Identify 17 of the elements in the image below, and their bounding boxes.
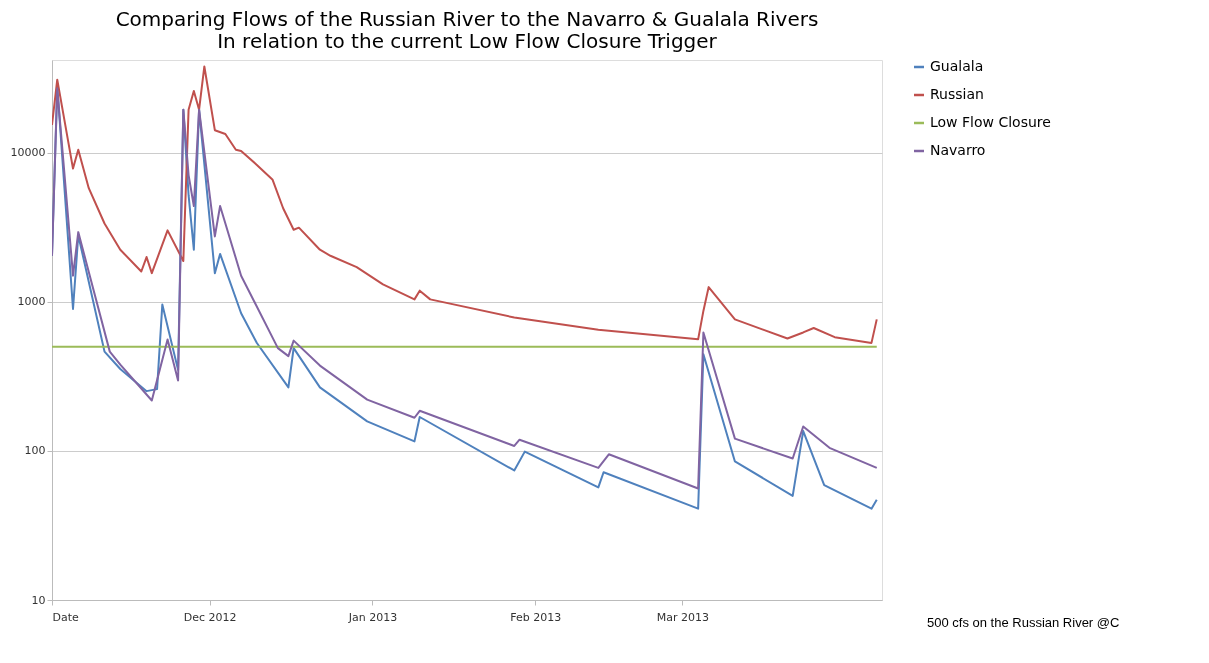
legend-label: Russian	[930, 86, 984, 102]
x-tick-label: Jan 2013	[347, 610, 398, 624]
legend-label: Low Flow Closure	[930, 114, 1051, 130]
y-tick-label: 10	[31, 593, 46, 607]
line-series	[52, 65, 878, 344]
x-tick-label: Feb 2013	[510, 610, 562, 624]
y-tick-label: 10000	[10, 146, 46, 160]
x-tick-label: Dec 2012	[183, 610, 237, 624]
legend-label: Navarro	[930, 142, 986, 158]
legend-label: Gualala	[930, 58, 984, 74]
x-tick-label: Mar 2013	[656, 610, 709, 624]
text: 500 cfs on the Russian River @C	[927, 615, 1120, 630]
y-tick-label: 100	[24, 444, 46, 458]
y-tick-label: 1000	[17, 295, 46, 309]
chart-subtitle: In relation to the current Low Flow Closure Trigger	[217, 29, 718, 53]
x-tick-label: Date	[52, 610, 80, 624]
chart-title: Comparing Flows of the Russian River to the Navarro & Gualala Rivers	[115, 7, 819, 31]
